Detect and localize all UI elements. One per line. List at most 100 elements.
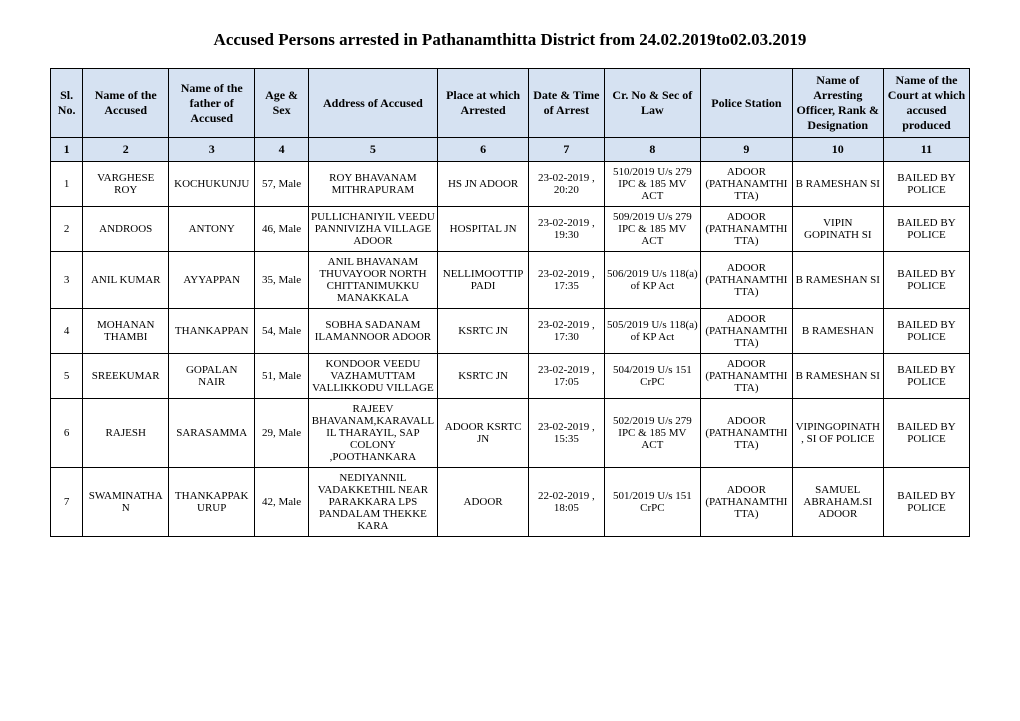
col-num: 9 — [701, 138, 792, 162]
cell-age: 29, Male — [255, 399, 309, 468]
table-row: 3ANIL KUMARAYYAPPAN35, MaleANIL BHAVANAM… — [51, 252, 970, 309]
col-header-name: Name of the Accused — [83, 69, 169, 138]
col-num: 10 — [792, 138, 883, 162]
cell-station: ADOOR (PATHANAMTHITTA) — [701, 252, 792, 309]
cell-place: KSRTC JN — [437, 354, 528, 399]
cell-datetime: 23-02-2019 , 17:30 — [529, 309, 604, 354]
cell-address: NEDIYANNIL VADAKKETHIL NEAR PARAKKARA LP… — [308, 468, 437, 537]
cell-age: 51, Male — [255, 354, 309, 399]
arrest-table: Sl. No. Name of the Accused Name of the … — [50, 68, 970, 537]
col-num: 1 — [51, 138, 83, 162]
cell-crno: 506/2019 U/s 118(a) of KP Act — [604, 252, 701, 309]
cell-father: THANKAPPAN — [169, 309, 255, 354]
cell-place: ADOOR KSRTC JN — [437, 399, 528, 468]
cell-station: ADOOR (PATHANAMTHITTA) — [701, 354, 792, 399]
cell-sl: 2 — [51, 207, 83, 252]
cell-age: 35, Male — [255, 252, 309, 309]
cell-father: GOPALAN NAIR — [169, 354, 255, 399]
cell-datetime: 23-02-2019 , 19:30 — [529, 207, 604, 252]
table-row: 6RAJESHSARASAMMA29, MaleRAJEEV BHAVANAM,… — [51, 399, 970, 468]
col-num: 11 — [883, 138, 969, 162]
col-header-slno: Sl. No. — [51, 69, 83, 138]
col-header-date: Date & Time of Arrest — [529, 69, 604, 138]
cell-court: BAILED BY POLICE — [883, 399, 969, 468]
cell-sl: 6 — [51, 399, 83, 468]
col-num: 2 — [83, 138, 169, 162]
cell-address: RAJEEV BHAVANAM,KARAVALLIL THARAYIL, SAP… — [308, 399, 437, 468]
cell-name: VARGHESE ROY — [83, 162, 169, 207]
col-header-court: Name of the Court at which accused produ… — [883, 69, 969, 138]
cell-name: ANIL KUMAR — [83, 252, 169, 309]
cell-sl: 3 — [51, 252, 83, 309]
cell-sl: 4 — [51, 309, 83, 354]
col-header-address: Address of Accused — [308, 69, 437, 138]
cell-court: BAILED BY POLICE — [883, 468, 969, 537]
cell-court: BAILED BY POLICE — [883, 207, 969, 252]
cell-age: 54, Male — [255, 309, 309, 354]
cell-datetime: 22-02-2019 , 18:05 — [529, 468, 604, 537]
table-row: 1VARGHESE ROYKOCHUKUNJU57, MaleROY BHAVA… — [51, 162, 970, 207]
cell-officer: VIPIN GOPINATH SI — [792, 207, 883, 252]
cell-father: AYYAPPAN — [169, 252, 255, 309]
cell-name: ANDROOS — [83, 207, 169, 252]
col-header-crno: Cr. No & Sec of Law — [604, 69, 701, 138]
cell-station: ADOOR (PATHANAMTHITTA) — [701, 399, 792, 468]
cell-officer: B RAMESHAN SI — [792, 162, 883, 207]
cell-sl: 7 — [51, 468, 83, 537]
cell-age: 46, Male — [255, 207, 309, 252]
cell-crno: 501/2019 U/s 151 CrPC — [604, 468, 701, 537]
cell-officer: VIPINGOPINATH, SI OF POLICE — [792, 399, 883, 468]
cell-station: ADOOR (PATHANAMTHITTA) — [701, 207, 792, 252]
cell-station: ADOOR (PATHANAMTHITTA) — [701, 309, 792, 354]
table-header-row: Sl. No. Name of the Accused Name of the … — [51, 69, 970, 138]
cell-officer: SAMUEL ABRAHAM.SI ADOOR — [792, 468, 883, 537]
table-number-row: 1 2 3 4 5 6 7 8 9 10 11 — [51, 138, 970, 162]
col-num: 6 — [437, 138, 528, 162]
cell-age: 57, Male — [255, 162, 309, 207]
cell-name: MOHANAN THAMBI — [83, 309, 169, 354]
table-row: 4MOHANAN THAMBITHANKAPPAN54, MaleSOBHA S… — [51, 309, 970, 354]
cell-father: THANKAPPAKURUP — [169, 468, 255, 537]
cell-place: NELLIMOOTTIP PADI — [437, 252, 528, 309]
cell-address: SOBHA SADANAM ILAMANNOOR ADOOR — [308, 309, 437, 354]
col-num: 3 — [169, 138, 255, 162]
cell-address: PULLICHANIYIL VEEDU PANNIVIZHA VILLAGE A… — [308, 207, 437, 252]
cell-address: ANIL BHAVANAM THUVAYOOR NORTH CHITTANIMU… — [308, 252, 437, 309]
col-num: 7 — [529, 138, 604, 162]
cell-name: RAJESH — [83, 399, 169, 468]
cell-datetime: 23-02-2019 , 20:20 — [529, 162, 604, 207]
cell-place: ADOOR — [437, 468, 528, 537]
col-header-place: Place at which Arrested — [437, 69, 528, 138]
cell-officer: B RAMESHAN SI — [792, 252, 883, 309]
cell-age: 42, Male — [255, 468, 309, 537]
cell-name: SWAMINATHAN — [83, 468, 169, 537]
cell-place: HOSPITAL JN — [437, 207, 528, 252]
col-num: 8 — [604, 138, 701, 162]
table-row: 2ANDROOSANTONY46, MalePULLICHANIYIL VEED… — [51, 207, 970, 252]
page-title: Accused Persons arrested in Pathanamthit… — [50, 30, 970, 50]
cell-court: BAILED BY POLICE — [883, 354, 969, 399]
table-row: 5SREEKUMARGOPALAN NAIR51, MaleKONDOOR VE… — [51, 354, 970, 399]
cell-court: BAILED BY POLICE — [883, 252, 969, 309]
cell-address: ROY BHAVANAM MITHRAPURAM — [308, 162, 437, 207]
cell-address: KONDOOR VEEDU VAZHAMUTTAM VALLIKKODU VIL… — [308, 354, 437, 399]
cell-court: BAILED BY POLICE — [883, 309, 969, 354]
cell-crno: 504/2019 U/s 151 CrPC — [604, 354, 701, 399]
cell-father: ANTONY — [169, 207, 255, 252]
cell-crno: 502/2019 U/s 279 IPC & 185 MV ACT — [604, 399, 701, 468]
cell-station: ADOOR (PATHANAMTHITTA) — [701, 162, 792, 207]
cell-officer: B RAMESHAN SI — [792, 354, 883, 399]
cell-court: BAILED BY POLICE — [883, 162, 969, 207]
cell-datetime: 23-02-2019 , 17:05 — [529, 354, 604, 399]
cell-sl: 1 — [51, 162, 83, 207]
col-header-officer: Name of Arresting Officer, Rank & Design… — [792, 69, 883, 138]
table-row: 7SWAMINATHANTHANKAPPAKURUP42, MaleNEDIYA… — [51, 468, 970, 537]
col-num: 5 — [308, 138, 437, 162]
cell-place: HS JN ADOOR — [437, 162, 528, 207]
cell-datetime: 23-02-2019 , 15:35 — [529, 399, 604, 468]
cell-father: KOCHUKUNJU — [169, 162, 255, 207]
col-num: 4 — [255, 138, 309, 162]
cell-sl: 5 — [51, 354, 83, 399]
cell-datetime: 23-02-2019 , 17:35 — [529, 252, 604, 309]
cell-name: SREEKUMAR — [83, 354, 169, 399]
